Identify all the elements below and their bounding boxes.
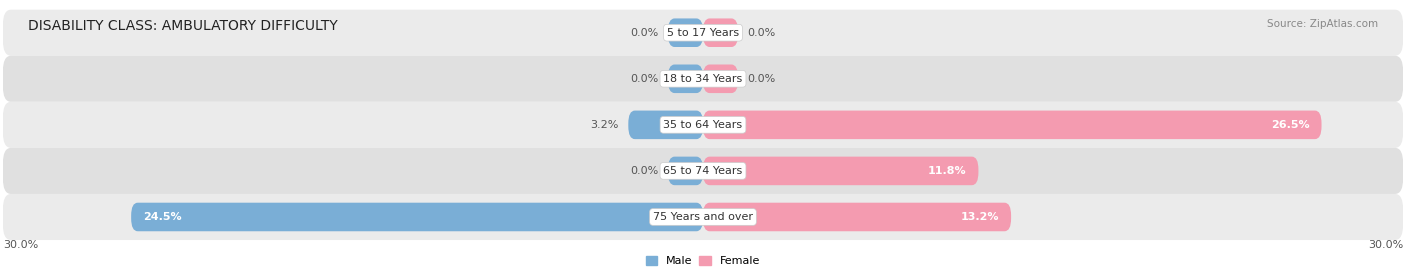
Text: 75 Years and over: 75 Years and over: [652, 212, 754, 222]
FancyBboxPatch shape: [703, 111, 1322, 139]
Text: 3.2%: 3.2%: [591, 120, 619, 130]
Text: 11.8%: 11.8%: [928, 166, 967, 176]
Text: 0.0%: 0.0%: [748, 28, 776, 38]
Text: Source: ZipAtlas.com: Source: ZipAtlas.com: [1267, 19, 1378, 29]
Text: 13.2%: 13.2%: [960, 212, 1000, 222]
Text: 26.5%: 26.5%: [1271, 120, 1310, 130]
Legend: Male, Female: Male, Female: [641, 251, 765, 269]
Text: 30.0%: 30.0%: [1368, 240, 1403, 250]
Text: 35 to 64 Years: 35 to 64 Years: [664, 120, 742, 130]
FancyBboxPatch shape: [3, 10, 1403, 56]
Text: 65 to 74 Years: 65 to 74 Years: [664, 166, 742, 176]
Text: 0.0%: 0.0%: [630, 28, 658, 38]
Text: 24.5%: 24.5%: [143, 212, 181, 222]
FancyBboxPatch shape: [668, 65, 703, 93]
FancyBboxPatch shape: [668, 19, 703, 47]
Text: 5 to 17 Years: 5 to 17 Years: [666, 28, 740, 38]
FancyBboxPatch shape: [3, 56, 1403, 102]
Text: 30.0%: 30.0%: [3, 240, 38, 250]
Text: 18 to 34 Years: 18 to 34 Years: [664, 74, 742, 84]
FancyBboxPatch shape: [3, 148, 1403, 194]
Text: 0.0%: 0.0%: [748, 74, 776, 84]
FancyBboxPatch shape: [703, 19, 738, 47]
FancyBboxPatch shape: [703, 157, 979, 185]
Text: 0.0%: 0.0%: [630, 74, 658, 84]
FancyBboxPatch shape: [703, 203, 1011, 231]
Text: DISABILITY CLASS: AMBULATORY DIFFICULTY: DISABILITY CLASS: AMBULATORY DIFFICULTY: [28, 19, 337, 33]
FancyBboxPatch shape: [668, 157, 703, 185]
FancyBboxPatch shape: [3, 102, 1403, 148]
FancyBboxPatch shape: [3, 194, 1403, 240]
FancyBboxPatch shape: [131, 203, 703, 231]
FancyBboxPatch shape: [703, 65, 738, 93]
Text: 0.0%: 0.0%: [630, 166, 658, 176]
FancyBboxPatch shape: [628, 111, 703, 139]
